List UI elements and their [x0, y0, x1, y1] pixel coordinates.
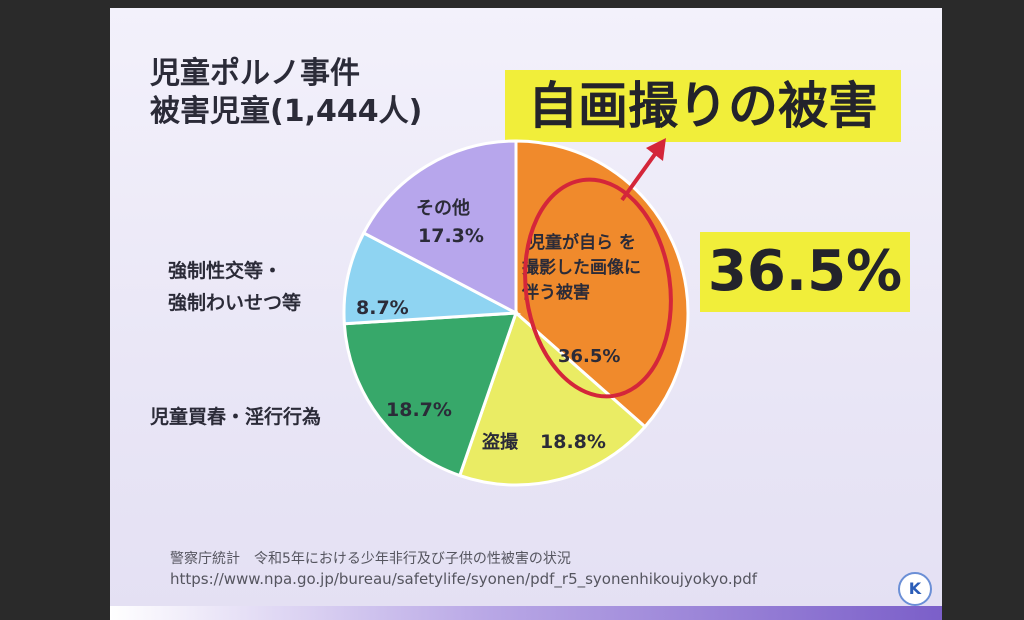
highlight-value-box: 36.5% [700, 232, 910, 312]
slice-value-sonota: 17.3% [418, 225, 484, 247]
slice-value-kaishun: 18.7% [386, 399, 452, 421]
slice-label-tousatsu: 盗撮 [482, 431, 519, 453]
bottom-band [110, 606, 942, 620]
police-logo-icon: K [898, 572, 932, 606]
slide: 児童ポルノ事件 被害児童(1,444人) 自画撮りの被害 児童が自ら を撮影した… [110, 8, 942, 620]
headline-box: 自画撮りの被害 [505, 70, 901, 142]
source-citation: 警察庁統計 令和5年における少年非行及び子供の性被害の状況 [170, 551, 571, 567]
label-kyosei-line1: 強制性交等・ [168, 260, 283, 282]
source-url: https://www.npa.go.jp/bureau/safetylife/… [170, 570, 757, 588]
pie-slice-kyosei [342, 230, 522, 326]
slice-value-self-shot: 36.5% [558, 346, 620, 367]
highlight-arrow-head [646, 138, 666, 161]
slice-label-self-shot-line1: 児童が自ら を [527, 232, 636, 253]
chart-title-line1: 児童ポルノ事件 [150, 56, 360, 91]
slice-value-tousatsu: 18.8% [540, 431, 606, 453]
pie-slice-sonota [361, 139, 518, 316]
slice-label-self-shot-line3: 伴う被害 [521, 282, 590, 303]
highlight-circle [523, 177, 673, 399]
chart-title-line2: 被害児童(1,444人) [150, 94, 423, 129]
slice-value-kyosei: 8.7% [356, 297, 409, 319]
label-kyosei-line2: 強制わいせつ等 [168, 292, 302, 314]
pie-slice-kaishun [342, 311, 519, 478]
slice-label-sonota: その他 [416, 197, 470, 219]
label-kaishun: 児童買春・淫行行為 [150, 406, 322, 428]
highlight-arrow-line [620, 148, 660, 202]
pie-slice-tousatsu [457, 310, 648, 487]
slice-label-self-shot-line2: 撮影した画像に [522, 257, 641, 278]
